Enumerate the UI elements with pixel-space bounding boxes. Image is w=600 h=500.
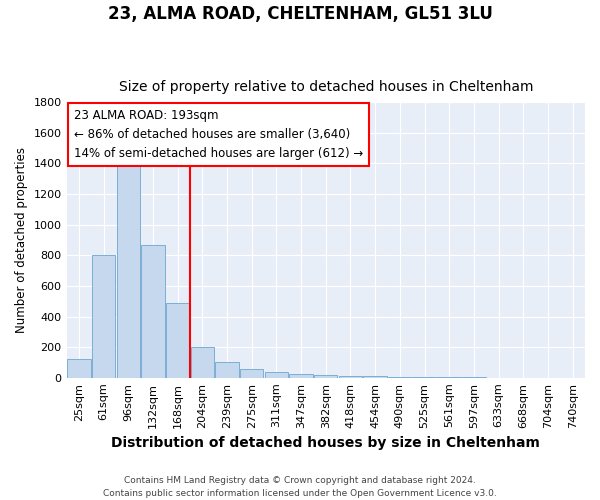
- Text: 23 ALMA ROAD: 193sqm
← 86% of detached houses are smaller (3,640)
14% of semi-de: 23 ALMA ROAD: 193sqm ← 86% of detached h…: [74, 109, 364, 160]
- Bar: [141, 244, 164, 378]
- Bar: [240, 368, 263, 378]
- Bar: [166, 303, 190, 378]
- Bar: [191, 347, 214, 378]
- Text: Contains HM Land Registry data © Crown copyright and database right 2024.
Contai: Contains HM Land Registry data © Crown c…: [103, 476, 497, 498]
- Bar: [289, 374, 313, 378]
- Y-axis label: Number of detached properties: Number of detached properties: [15, 147, 28, 333]
- Bar: [67, 360, 91, 378]
- Bar: [116, 151, 140, 378]
- Bar: [339, 376, 362, 378]
- Bar: [364, 376, 387, 378]
- Title: Size of property relative to detached houses in Cheltenham: Size of property relative to detached ho…: [119, 80, 533, 94]
- Bar: [215, 362, 239, 378]
- Text: 23, ALMA ROAD, CHELTENHAM, GL51 3LU: 23, ALMA ROAD, CHELTENHAM, GL51 3LU: [107, 5, 493, 23]
- Bar: [388, 377, 412, 378]
- Bar: [265, 372, 288, 378]
- Bar: [92, 256, 115, 378]
- X-axis label: Distribution of detached houses by size in Cheltenham: Distribution of detached houses by size …: [112, 436, 540, 450]
- Bar: [314, 374, 337, 378]
